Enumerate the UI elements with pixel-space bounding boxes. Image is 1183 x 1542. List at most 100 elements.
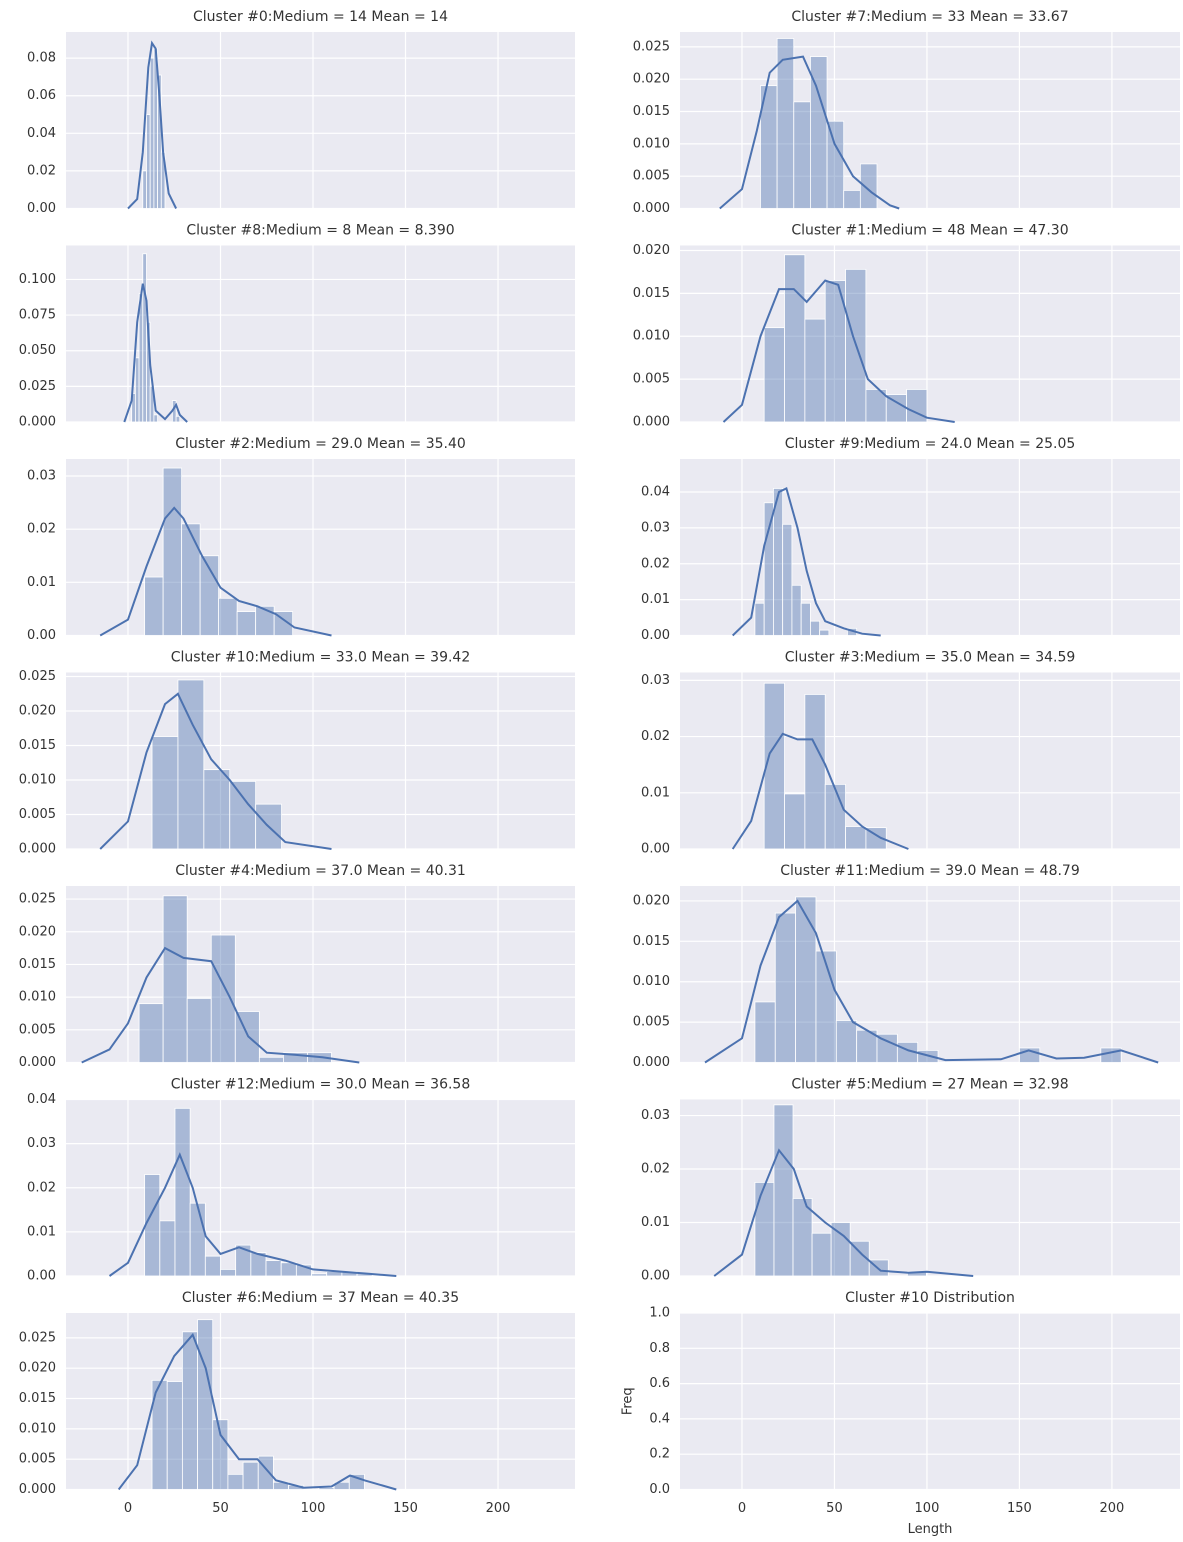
chart-title: Cluster #3:Medium = 35.0 Mean = 34.59 [785,650,1076,666]
histogram-bar [835,1020,858,1063]
y-tick-label: 0.03 [641,1108,670,1123]
histogram-bar [273,611,294,636]
y-tick-label: 0.005 [633,169,670,184]
y-tick-label: 0.000 [633,415,670,430]
y-tick-label: 0.00 [641,842,670,857]
chart-title: Cluster #5:Medium = 27 Mean = 32.98 [791,1077,1068,1093]
plot-background [66,459,575,636]
chart-title: Cluster #11:Medium = 39.0 Mean = 48.79 [780,863,1080,879]
histogram-bar [815,950,837,1063]
histogram-bar [157,74,162,209]
y-tick-label: 0.01 [641,592,670,607]
y-tick-label: 0.005 [633,1015,670,1030]
y-tick-label: 0.010 [633,329,670,344]
histogram-bar [810,620,821,636]
y-tick-label: 0.000 [633,201,670,216]
histogram-bar [754,1001,776,1063]
histogram-bar [162,467,183,636]
histogram-bar [795,896,817,1063]
y-tick-label: 0.02 [641,556,670,571]
y-tick-label: 0.020 [19,1361,56,1376]
y-tick-label: 0.00 [27,1269,56,1284]
y-tick-label: 0.075 [19,308,56,323]
histogram-bar [177,679,205,850]
histogram-bar [791,584,802,636]
y-tick-label: 0.005 [19,807,56,822]
y-tick-label: 0.100 [19,272,56,287]
y-tick-label: 1.0 [649,1306,670,1321]
histogram-bar [166,1381,183,1490]
chart-title: Cluster #7:Medium = 33 Mean = 33.67 [791,9,1068,25]
x-tick-label: 200 [1100,1501,1125,1516]
plot-background [680,32,1180,209]
y-tick-label: 0.04 [641,485,670,500]
histogram-bar [142,253,147,423]
histogram-bar [227,1473,244,1490]
kde-line [117,1332,397,1491]
histogram-bar [153,414,158,423]
histogram-bar [843,189,861,209]
histogram-bar [144,576,164,636]
histogram-bar [318,1487,335,1490]
histogram-bar [203,769,231,850]
y-tick-label: 0.015 [633,934,670,949]
chart-title: Cluster #2:Medium = 29.0 Mean = 35.40 [175,436,466,452]
histogram-bar [197,1319,214,1490]
histogram-bar [280,1262,297,1277]
histogram-bar [212,1419,229,1490]
y-tick-label: 0.020 [19,924,56,939]
histogram-bar [792,1198,813,1277]
y-tick-label: 0.02 [641,1162,670,1177]
y-tick-label: 0.2 [649,1447,670,1462]
histogram-bar [819,629,830,636]
histogram-bar [242,1461,259,1490]
histogram-bar [138,1003,164,1063]
y-tick-label: 0.00 [641,628,670,643]
y-tick-label: 0.005 [633,372,670,387]
kde-line [713,1148,974,1277]
y-tick-label: 0.8 [649,1341,670,1356]
y-tick-label: 0.010 [633,974,670,989]
histogram-bar [800,602,811,636]
y-tick-label: 0.4 [649,1411,670,1426]
x-tick-label: 100 [301,1501,326,1516]
histogram-bar [782,523,793,636]
y-tick-label: 0.000 [19,1055,56,1070]
y-tick-label: 0.00 [641,1269,670,1284]
y-tick-label: 0.01 [641,785,670,800]
kde-line [81,946,360,1064]
kde-line [722,279,955,423]
chart-title: Cluster #8:Medium = 8 Mean = 8.390 [186,223,454,239]
histogram-bar [763,682,785,850]
y-tick-label: 0.00 [27,628,56,643]
y-tick-label: 0.00 [27,201,56,216]
histogram-bar [234,1011,260,1063]
histogram-bar [181,1331,198,1490]
chart-title: Cluster #10:Medium = 33.0 Mean = 39.42 [171,650,471,666]
y-tick-label: 0.02 [27,1180,56,1195]
y-tick-label: 0.010 [633,136,670,151]
x-tick-label: 50 [826,1501,843,1516]
y-tick-label: 0.025 [19,1330,56,1345]
y-tick-label: 0.015 [19,957,56,972]
histogram-bar [229,780,257,850]
y-tick-label: 0.03 [641,673,670,688]
y-tick-label: 0.000 [633,1055,670,1070]
histogram-bar [824,783,846,850]
kde-line [732,486,881,637]
kde-line [123,283,188,423]
histogram-bar [265,1260,282,1277]
y-tick-label: 0.01 [641,1215,670,1230]
histogram-bar [793,101,811,209]
plot-background [66,1313,575,1490]
y-tick-label: 0.020 [633,243,670,258]
plot-background [680,245,1180,422]
plot-background [680,886,1180,1063]
histogram-bar [906,389,928,423]
y-tick-label: 0.025 [19,379,56,394]
y-axis-label: Freq [621,1387,636,1415]
y-tick-label: 0.6 [649,1376,670,1391]
histogram-bar [210,934,236,1063]
chart-title: Cluster #0:Medium = 14 Mean = 14 [193,9,448,25]
